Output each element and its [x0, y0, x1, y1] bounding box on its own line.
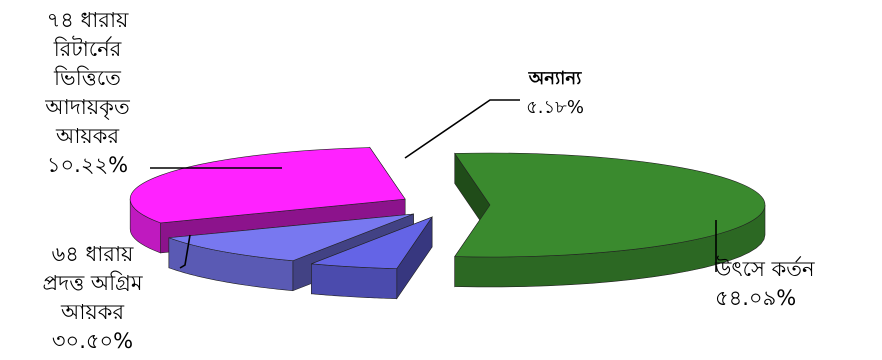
slice-percentage: ৫.১৮% [526, 97, 584, 118]
slice-name: ৬৪ ধারায় প্রদত্ত অগ্রিম আয়কর [42, 242, 143, 324]
pie-slice [129, 146, 406, 254]
slice-label-others: অন্যান্য ৫.১৮% [480, 64, 630, 122]
slice-percentage: ৩০.৫০% [51, 329, 134, 353]
pie-slice [454, 152, 766, 288]
slice-label-return-tax: ৭৪ ধারায় রিটার্নের ভিত্তিতে আদায়কৃত আয… [0, 6, 175, 180]
slice-name: অন্যান্য [528, 68, 582, 89]
slice-label-advance-tax: ৬৪ ধারায় প্রদত্ত অগ্রিম আয়কর ৩০.৫০% [0, 240, 185, 356]
slice-top-face [311, 216, 433, 269]
leader-lines [150, 99, 717, 272]
slice-top-face [454, 152, 766, 258]
slice-top-face [168, 213, 414, 262]
slice-name: উৎসে কর্তন [715, 257, 815, 281]
slice-percentage: ১০.২২% [46, 153, 129, 177]
slice-name: ৭৪ ধারায় রিটার্নের ভিত্তিতে আদায়কৃত আয… [45, 8, 130, 148]
leader-line [404, 99, 520, 159]
leader-line [179, 234, 191, 269]
slice-percentage: ৫৪.০৯% [715, 286, 797, 310]
pie-slices [129, 146, 766, 300]
slice-top-face [129, 147, 406, 224]
slice-outer-wall [311, 263, 398, 299]
slice-label-source-deduction: উৎসে কর্তন ৫৪.০৯% [715, 255, 815, 313]
pie-slice [311, 216, 433, 300]
